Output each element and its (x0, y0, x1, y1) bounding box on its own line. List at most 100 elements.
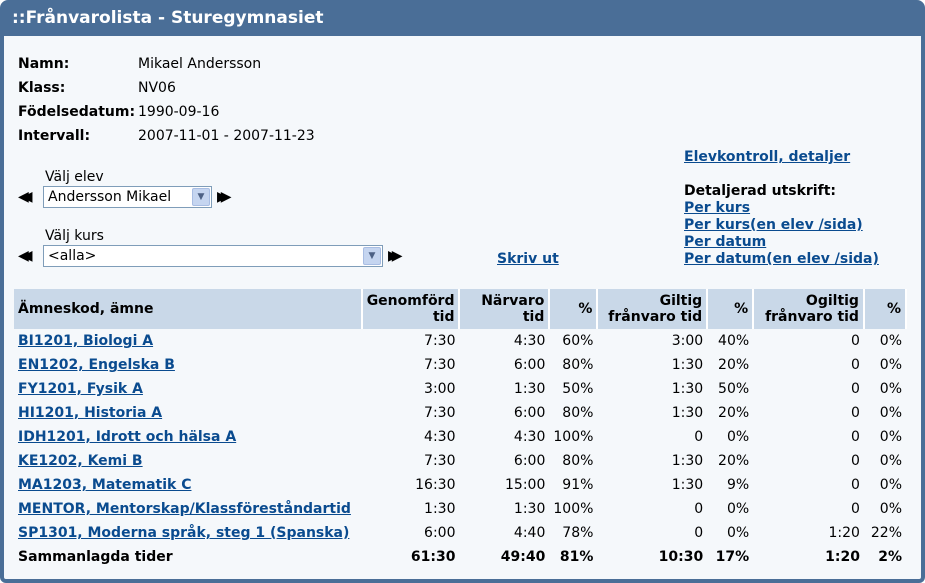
per-course-single-link[interactable]: Per kurs(en elev /sida) (684, 217, 863, 233)
header-invalid-absence: Ogiltig frånvaro tid (753, 289, 865, 329)
row-valid: 1:30 (671, 405, 704, 421)
per-date-link[interactable]: Per datum (684, 234, 767, 250)
row-present: 4:30 (513, 333, 546, 349)
row-subject-cell: MENTOR, Mentorskap/Klassföreståndartid (14, 497, 362, 521)
row-pct-present: 100% (553, 429, 594, 445)
row-pct-valid: 9% (726, 477, 750, 493)
info-label: Intervall: (18, 128, 91, 144)
row-pct-valid: 20% (718, 405, 750, 421)
row-valid: 3:00 (671, 333, 704, 349)
total-row: Sammanlagda tider 61:30 49:40 81% 10:30 … (14, 545, 906, 569)
row-subject-cell: MA1203, Matematik C (14, 473, 362, 497)
row-invalid: 0 (851, 333, 860, 349)
table-row: MA1203, Matematik C 16:30 15:00 91% 1:30 9% 0 0… (14, 473, 906, 497)
detailed-print-label: Detaljerad utskrift: (684, 183, 836, 199)
table-row: SP1301, Moderna språk, steg 1 (Spanska) 6… (14, 521, 906, 545)
info-row-class: Klass: NV06 (18, 76, 315, 100)
row-valid: 1:30 (671, 453, 704, 469)
header-completed: Genomförd tid (361, 289, 461, 329)
student-select[interactable]: Andersson Mikael ▼ (43, 186, 212, 208)
row-subject-cell: KE1202, Kemi B (14, 449, 362, 473)
row-present: 6:00 (513, 453, 546, 469)
chevron-down-icon[interactable]: ▼ (192, 188, 210, 206)
row-pct-present: 78% (562, 525, 594, 541)
subject-link[interactable]: FY1201, Fysik A (18, 381, 143, 397)
row-completed: 3:00 (424, 381, 456, 397)
double-left-arrow-icon[interactable]: ◀◀ (18, 248, 32, 264)
double-left-arrow-icon[interactable]: ◀◀ (18, 189, 32, 205)
row-pct-valid: 20% (718, 357, 750, 373)
course-select[interactable]: <alla> ▼ (43, 245, 383, 267)
row-pct-valid: 40% (718, 333, 750, 349)
row-invalid: 0 (851, 381, 860, 397)
row-subject-cell: SP1301, Moderna språk, steg 1 (Spanska) (14, 521, 362, 545)
info-row-birthdate: Födelsedatum: 1990-09-16 (18, 100, 315, 124)
info-label: Födelsedatum: (18, 104, 136, 120)
row-present: 1:30 (513, 381, 546, 397)
double-right-arrow-icon[interactable]: ▶▶ (388, 248, 402, 264)
row-invalid: 0 (851, 429, 860, 445)
total-pct-invalid: 2% (878, 549, 902, 565)
info-label: Namn: (18, 56, 70, 72)
row-invalid: 0 (851, 405, 860, 421)
row-pct-present: 80% (562, 453, 594, 469)
row-completed: 7:30 (424, 357, 456, 373)
subject-link[interactable]: EN1202, Engelska B (18, 357, 175, 373)
double-right-arrow-icon[interactable]: ▶▶ (217, 189, 231, 205)
row-subject-cell: HI1201, Historia A (14, 401, 362, 425)
info-label: Klass: (18, 80, 66, 96)
subject-link[interactable]: HI1201, Historia A (18, 405, 163, 421)
row-valid: 1:30 (671, 381, 704, 397)
row-completed: 6:00 (424, 525, 456, 541)
total-completed: 61:30 (410, 549, 456, 565)
row-completed: 4:30 (424, 429, 456, 445)
row-completed: 7:30 (424, 453, 456, 469)
row-completed: 7:30 (424, 333, 456, 349)
absence-table: Ämneskod, ämne Genomförd tid Närvaro tid %… (14, 289, 908, 569)
subject-link[interactable]: MENTOR, Mentorskap/Klassföreståndartid (18, 501, 351, 517)
student-info: Namn: Mikael Andersson Klass: NV06 Födel… (18, 52, 315, 148)
row-pct-invalid: 0% (879, 501, 902, 517)
subject-link[interactable]: SP1301, Moderna språk, steg 1 (Spanska) (18, 525, 350, 541)
table-row: BI1201, Biologi A 7:30 4:30 60% 3:00 40% 0 0% (14, 329, 906, 353)
row-pct-invalid: 0% (879, 357, 902, 373)
row-pct-invalid: 0% (879, 333, 902, 349)
chevron-down-icon[interactable]: ▼ (363, 247, 381, 265)
table-row: HI1201, Historia A 7:30 6:00 80% 1:30 20% 0 0% (14, 401, 906, 425)
row-subject-cell: FY1201, Fysik A (14, 377, 362, 401)
row-present: 15:00 (505, 477, 546, 493)
header-valid-absence: Giltig frånvaro tid (597, 289, 709, 329)
row-pct-present: 100% (553, 501, 594, 517)
student-select-value: Andersson Mikael (48, 189, 172, 205)
row-invalid: 0 (851, 477, 860, 493)
header-pct-present: % (549, 289, 599, 329)
row-subject-cell: BI1201, Biologi A (14, 329, 362, 353)
row-pct-invalid: 0% (879, 477, 902, 493)
total-invalid: 1:20 (825, 549, 860, 565)
table-row: KE1202, Kemi B 7:30 6:00 80% 1:30 20% 0 0% (14, 449, 906, 473)
table-row: MENTOR, Mentorskap/Klassföreståndartid 1:… (14, 497, 906, 521)
print-link[interactable]: Skriv ut (497, 251, 559, 267)
total-label: Sammanlagda tider (18, 549, 173, 565)
per-course-link[interactable]: Per kurs (684, 200, 751, 216)
row-present: 6:00 (513, 357, 546, 373)
row-completed: 7:30 (424, 405, 456, 421)
info-value: NV06 (138, 80, 176, 96)
subject-link[interactable]: IDH1201, Idrott och hälsa A (18, 429, 237, 445)
subject-link[interactable]: KE1202, Kemi B (18, 453, 143, 469)
info-row-name: Namn: Mikael Andersson (18, 52, 315, 76)
subject-link[interactable]: BI1201, Biologi A (18, 333, 154, 349)
course-select-value: <alla> (48, 248, 97, 264)
subject-link[interactable]: MA1203, Matematik C (18, 477, 192, 493)
row-pct-invalid: 0% (879, 381, 902, 397)
row-completed: 16:30 (415, 477, 456, 493)
total-pct-valid: 17% (715, 549, 750, 565)
row-pct-invalid: 0% (879, 453, 902, 469)
per-date-single-link[interactable]: Per datum(en elev /sida) (684, 251, 879, 267)
total-valid: 10:30 (658, 549, 704, 565)
row-present: 1:30 (513, 501, 546, 517)
student-control-link[interactable]: Elevkontroll, detaljer (684, 149, 851, 165)
row-pct-valid: 20% (718, 453, 750, 469)
row-pct-invalid: 0% (879, 405, 902, 421)
